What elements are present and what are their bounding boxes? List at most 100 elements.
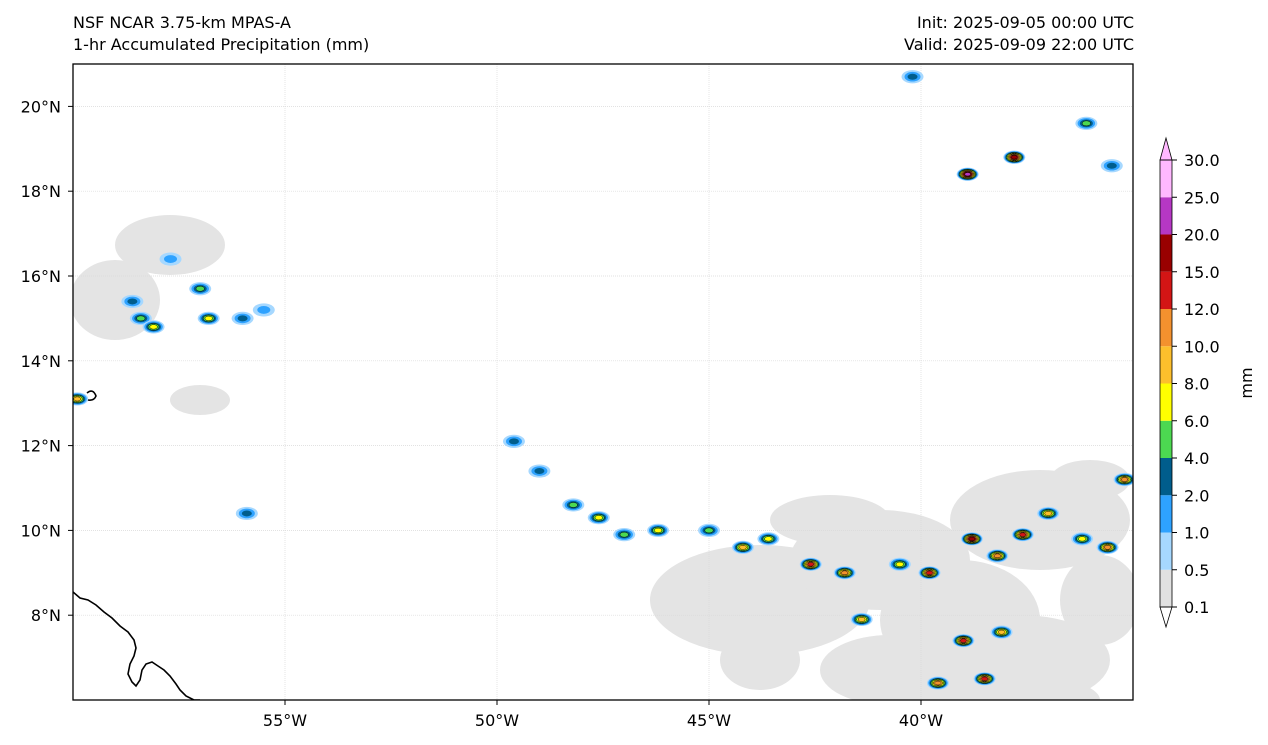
precip-cell-ring — [534, 468, 545, 475]
precip-cell — [562, 498, 585, 512]
precip-cell-ring — [237, 315, 248, 322]
precip-cell-ring — [204, 315, 213, 321]
precip-cell — [502, 434, 525, 448]
colorbar-segment — [1160, 532, 1172, 570]
precip-cell-ring — [568, 502, 578, 508]
colorbar-tick-label: 10.0 — [1184, 337, 1220, 356]
precip-cell-ring — [807, 562, 815, 567]
precip-cell-ring — [993, 553, 1001, 559]
light-precip-area — [115, 215, 225, 275]
precip-cell-ring — [164, 255, 178, 263]
lon-tick-label: 45°W — [687, 711, 731, 730]
island-coastline — [86, 390, 97, 401]
precip-cell-ring — [594, 515, 603, 521]
colorbar-segment — [1160, 309, 1172, 347]
precip-cell — [757, 532, 780, 546]
colorbar-segment — [1160, 495, 1172, 533]
precip-cell — [129, 311, 152, 325]
colorbar-tick-label: 12.0 — [1184, 300, 1220, 319]
precip-cell — [956, 167, 979, 181]
precip-cell — [235, 506, 258, 521]
precip-cell-ring — [895, 561, 904, 567]
precip-cell-ring — [934, 680, 942, 686]
precip-cell-ring — [127, 298, 138, 305]
precip-cell — [1037, 506, 1060, 521]
gridlines — [73, 64, 1133, 700]
colorbar-extend-min — [1159, 606, 1173, 629]
colorbar-segment — [1160, 234, 1172, 272]
precip-cell — [1003, 150, 1026, 164]
precip-cell-ring — [907, 73, 918, 80]
colorbar-label: mm — [1237, 367, 1256, 398]
precip-cells — [73, 70, 1133, 690]
precip-cell-ring — [241, 510, 252, 517]
precip-cell — [613, 528, 636, 542]
precip-cell-ring — [981, 676, 988, 681]
lat-tick-label: 18°N — [21, 182, 61, 201]
precip-cell-ring — [1081, 120, 1091, 127]
colorbar-tick-label: 15.0 — [1184, 263, 1220, 282]
colorbar-tick-label: 20.0 — [1184, 226, 1220, 245]
lat-tick-label: 10°N — [21, 521, 61, 540]
light-precip-area — [1050, 460, 1130, 500]
colorbar-extend-max — [1159, 136, 1173, 161]
colorbar-tick-label: 2.0 — [1184, 486, 1209, 505]
precip-cell — [833, 566, 856, 580]
precip-cell-ring — [960, 638, 967, 643]
model-title: NSF NCAR 3.75-km MPAS-A — [73, 13, 291, 32]
lon-tick-label: 50°W — [475, 711, 519, 730]
precip-cell — [850, 612, 873, 627]
precip-cell — [142, 320, 165, 334]
light-precip-area — [720, 630, 800, 690]
lat-tick-label: 16°N — [21, 267, 61, 286]
precip-cell-ring — [704, 527, 714, 534]
light-precip-area — [770, 495, 890, 545]
precip-cell — [197, 311, 220, 325]
colorbar-tick-label: 30.0 — [1184, 151, 1220, 170]
precip-cell-ring — [964, 172, 971, 177]
precip-cell — [698, 523, 720, 538]
precip-cell — [799, 557, 822, 571]
light-precip-area — [860, 670, 1100, 700]
precip-cell-ring — [857, 617, 866, 622]
precip-cell — [647, 523, 670, 538]
precip-cell-ring — [257, 306, 271, 314]
colorbar: 0.1 0.5 1.0 2.0 4.0 6.0 8.0 10.0 12.0 15.0 20.0 25.… — [1159, 136, 1220, 629]
precip-cell — [528, 464, 551, 478]
precip-cell — [587, 511, 610, 525]
precip-cell — [231, 311, 254, 325]
precip-cell — [1011, 528, 1034, 542]
colorbar-tick-label: 25.0 — [1184, 188, 1220, 207]
light-precip-area — [170, 385, 230, 415]
precip-cell — [189, 282, 212, 296]
colorbar-tick-label: 0.5 — [1184, 561, 1209, 580]
precip-cell-ring — [1120, 477, 1129, 482]
precip-cell-ring — [841, 570, 849, 576]
precip-cell — [1113, 472, 1133, 487]
precip-cell — [1100, 159, 1123, 173]
precip-cell-ring — [1019, 532, 1027, 537]
precip-cell-ring — [73, 396, 81, 402]
colorbar-segment — [1160, 383, 1172, 421]
colorbar-segment — [1160, 420, 1172, 458]
map-frame — [72, 63, 1134, 701]
precip-cell — [731, 540, 754, 554]
precip-cell — [973, 672, 996, 686]
precip-cell — [252, 303, 275, 317]
precip-cell-ring — [739, 545, 747, 550]
south-america-coastline — [73, 591, 200, 700]
valid-time: Valid: 2025-09-09 22:00 UTC — [903, 35, 1134, 54]
colorbar-tick-label: 6.0 — [1184, 412, 1209, 431]
precip-cell-ring — [136, 315, 146, 322]
init-time: Init: 2025-09-05 00:00 UTC — [916, 13, 1134, 32]
precip-cell — [918, 566, 941, 580]
precip-cell-ring — [764, 536, 773, 542]
precip-cell-ring — [1104, 545, 1112, 550]
precip-cell-ring — [654, 527, 663, 533]
precip-cell-ring — [619, 531, 629, 538]
precip-cell — [926, 676, 949, 690]
lat-tick-label: 12°N — [21, 437, 61, 456]
colorbar-segment — [1160, 346, 1172, 384]
precip-cell-ring — [1011, 155, 1018, 160]
colorbar-segment — [1160, 197, 1172, 235]
